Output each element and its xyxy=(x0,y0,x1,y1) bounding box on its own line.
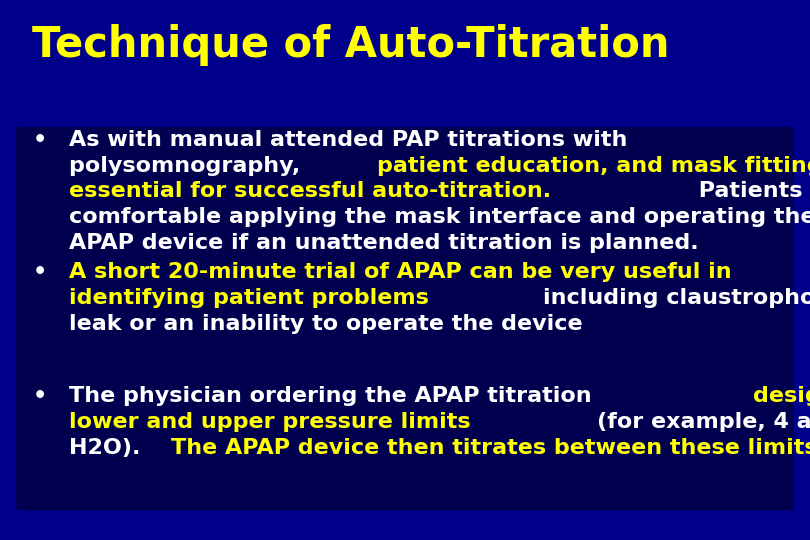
Text: The physician ordering the APAP titration: The physician ordering the APAP titratio… xyxy=(69,386,599,406)
Text: designates the: designates the xyxy=(753,386,810,406)
Text: leak or an inability to operate the device: leak or an inability to operate the devi… xyxy=(69,314,582,334)
Text: lower and upper pressure limits: lower and upper pressure limits xyxy=(69,412,478,432)
Text: patient education, and mask fitting are: patient education, and mask fitting are xyxy=(377,156,810,176)
Text: The APAP device then titrates between these limits.: The APAP device then titrates between th… xyxy=(171,438,810,458)
Text: A short 20-minute trial of APAP can be very useful in: A short 20-minute trial of APAP can be v… xyxy=(69,262,731,282)
Text: comfortable applying the mask interface and operating the: comfortable applying the mask interface … xyxy=(69,207,810,227)
Text: As with manual attended PAP titrations with: As with manual attended PAP titrations w… xyxy=(69,130,627,150)
Text: •: • xyxy=(32,386,47,406)
Text: H2O).: H2O). xyxy=(69,438,148,458)
Text: •: • xyxy=(32,130,47,150)
Text: polysomnography,: polysomnography, xyxy=(69,156,308,176)
Text: identifying patient problems: identifying patient problems xyxy=(69,288,437,308)
Text: Patients must feel: Patients must feel xyxy=(691,181,810,201)
Text: essential for successful auto-titration.: essential for successful auto-titration. xyxy=(69,181,551,201)
Text: •: • xyxy=(32,262,47,282)
Text: including claustrophobia, mask: including claustrophobia, mask xyxy=(544,288,810,308)
FancyBboxPatch shape xyxy=(16,127,794,510)
Text: APAP device if an unattended titration is planned.: APAP device if an unattended titration i… xyxy=(69,233,698,253)
Text: (for example, 4 and 20 cm: (for example, 4 and 20 cm xyxy=(597,412,810,432)
Text: Technique of Auto-Titration: Technique of Auto-Titration xyxy=(32,24,670,66)
